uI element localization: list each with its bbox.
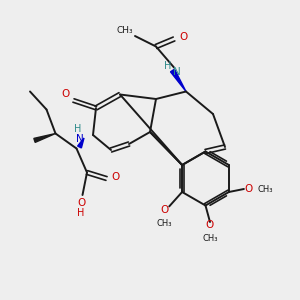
Text: CH₃: CH₃	[257, 184, 273, 194]
Text: O: O	[206, 220, 214, 230]
Text: H: H	[164, 61, 172, 71]
Text: CH₃: CH₃	[202, 234, 218, 243]
Polygon shape	[78, 138, 84, 148]
Text: N: N	[173, 67, 181, 77]
Polygon shape	[34, 134, 56, 142]
Text: O: O	[111, 172, 120, 182]
Text: H: H	[77, 208, 85, 218]
Text: O: O	[244, 184, 253, 194]
Text: CH₃: CH₃	[116, 26, 133, 35]
Text: N: N	[76, 134, 83, 144]
Text: O: O	[77, 197, 85, 208]
Text: O: O	[179, 32, 187, 43]
Text: CH₃: CH₃	[156, 219, 172, 228]
Polygon shape	[170, 69, 186, 92]
Text: H: H	[74, 124, 82, 134]
Text: O: O	[160, 205, 168, 215]
Text: O: O	[61, 89, 69, 100]
